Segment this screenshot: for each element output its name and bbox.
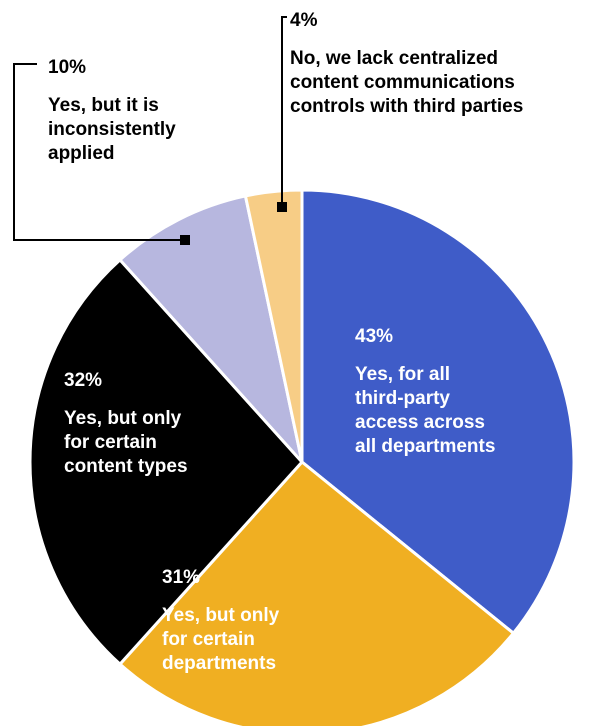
slice-label-1: 31% Yes, but only for certain departments	[162, 567, 280, 674]
pie-slice-4-4	[243, 188, 304, 464]
slice-category-label-line: for certain	[64, 432, 157, 453]
slice-4-leader-marker	[277, 202, 287, 212]
slice-label-3: 10% Yes, but it is inconsistently applied	[48, 57, 176, 164]
slice-category-label-line: controls with third parties	[290, 96, 523, 117]
slice-label-2: 32% Yes, but only for certain content types	[64, 370, 188, 477]
slice-value-label: 32%	[64, 370, 102, 391]
pie-slice-10-3	[118, 194, 304, 464]
slice-value-label: 31%	[162, 567, 200, 588]
slice-4-leader-line	[281, 16, 287, 207]
slice-category-label-line: Yes, but it is	[48, 95, 159, 116]
slice-10-leader-line	[13, 63, 185, 241]
callout-lines	[13, 16, 287, 245]
slice-category-label-line: content communications	[290, 72, 515, 93]
slice-category-label-line: for certain	[162, 629, 255, 650]
slice-labels: 43% Yes, for all third-party access across a…	[48, 10, 523, 674]
slice-category-label-line: applied	[48, 143, 115, 164]
pie-slice-43-0	[300, 188, 576, 635]
pie-slice-31-1	[118, 460, 515, 726]
slice-category-label-line: inconsistently	[48, 119, 176, 140]
pie-slice-32-2	[28, 258, 304, 666]
slice-category-label-line: access across	[355, 412, 485, 433]
slice-category-label-line: third-party	[355, 388, 450, 409]
slice-value-label: 43%	[355, 326, 393, 347]
slice-category-label-line: No, we lack centralized	[290, 48, 498, 69]
slice-category-label-line: departments	[162, 653, 276, 674]
slice-category-label-line: Yes, for all	[355, 364, 450, 385]
slice-category-label-line: Yes, but only	[162, 605, 280, 626]
slice-10-leader-marker	[180, 235, 190, 245]
slice-label-4: 4% No, we lack centralized content communi…	[290, 10, 523, 117]
slice-category-label-line: content types	[64, 456, 188, 477]
slice-category-label-line: all departments	[355, 436, 495, 457]
slice-category-label-line: Yes, but only	[64, 408, 182, 429]
slice-label-0: 43% Yes, for all third-party access across a…	[355, 326, 495, 457]
pie-slices	[28, 188, 576, 726]
slice-value-label: 4%	[290, 10, 318, 31]
slice-value-label: 10%	[48, 57, 86, 78]
